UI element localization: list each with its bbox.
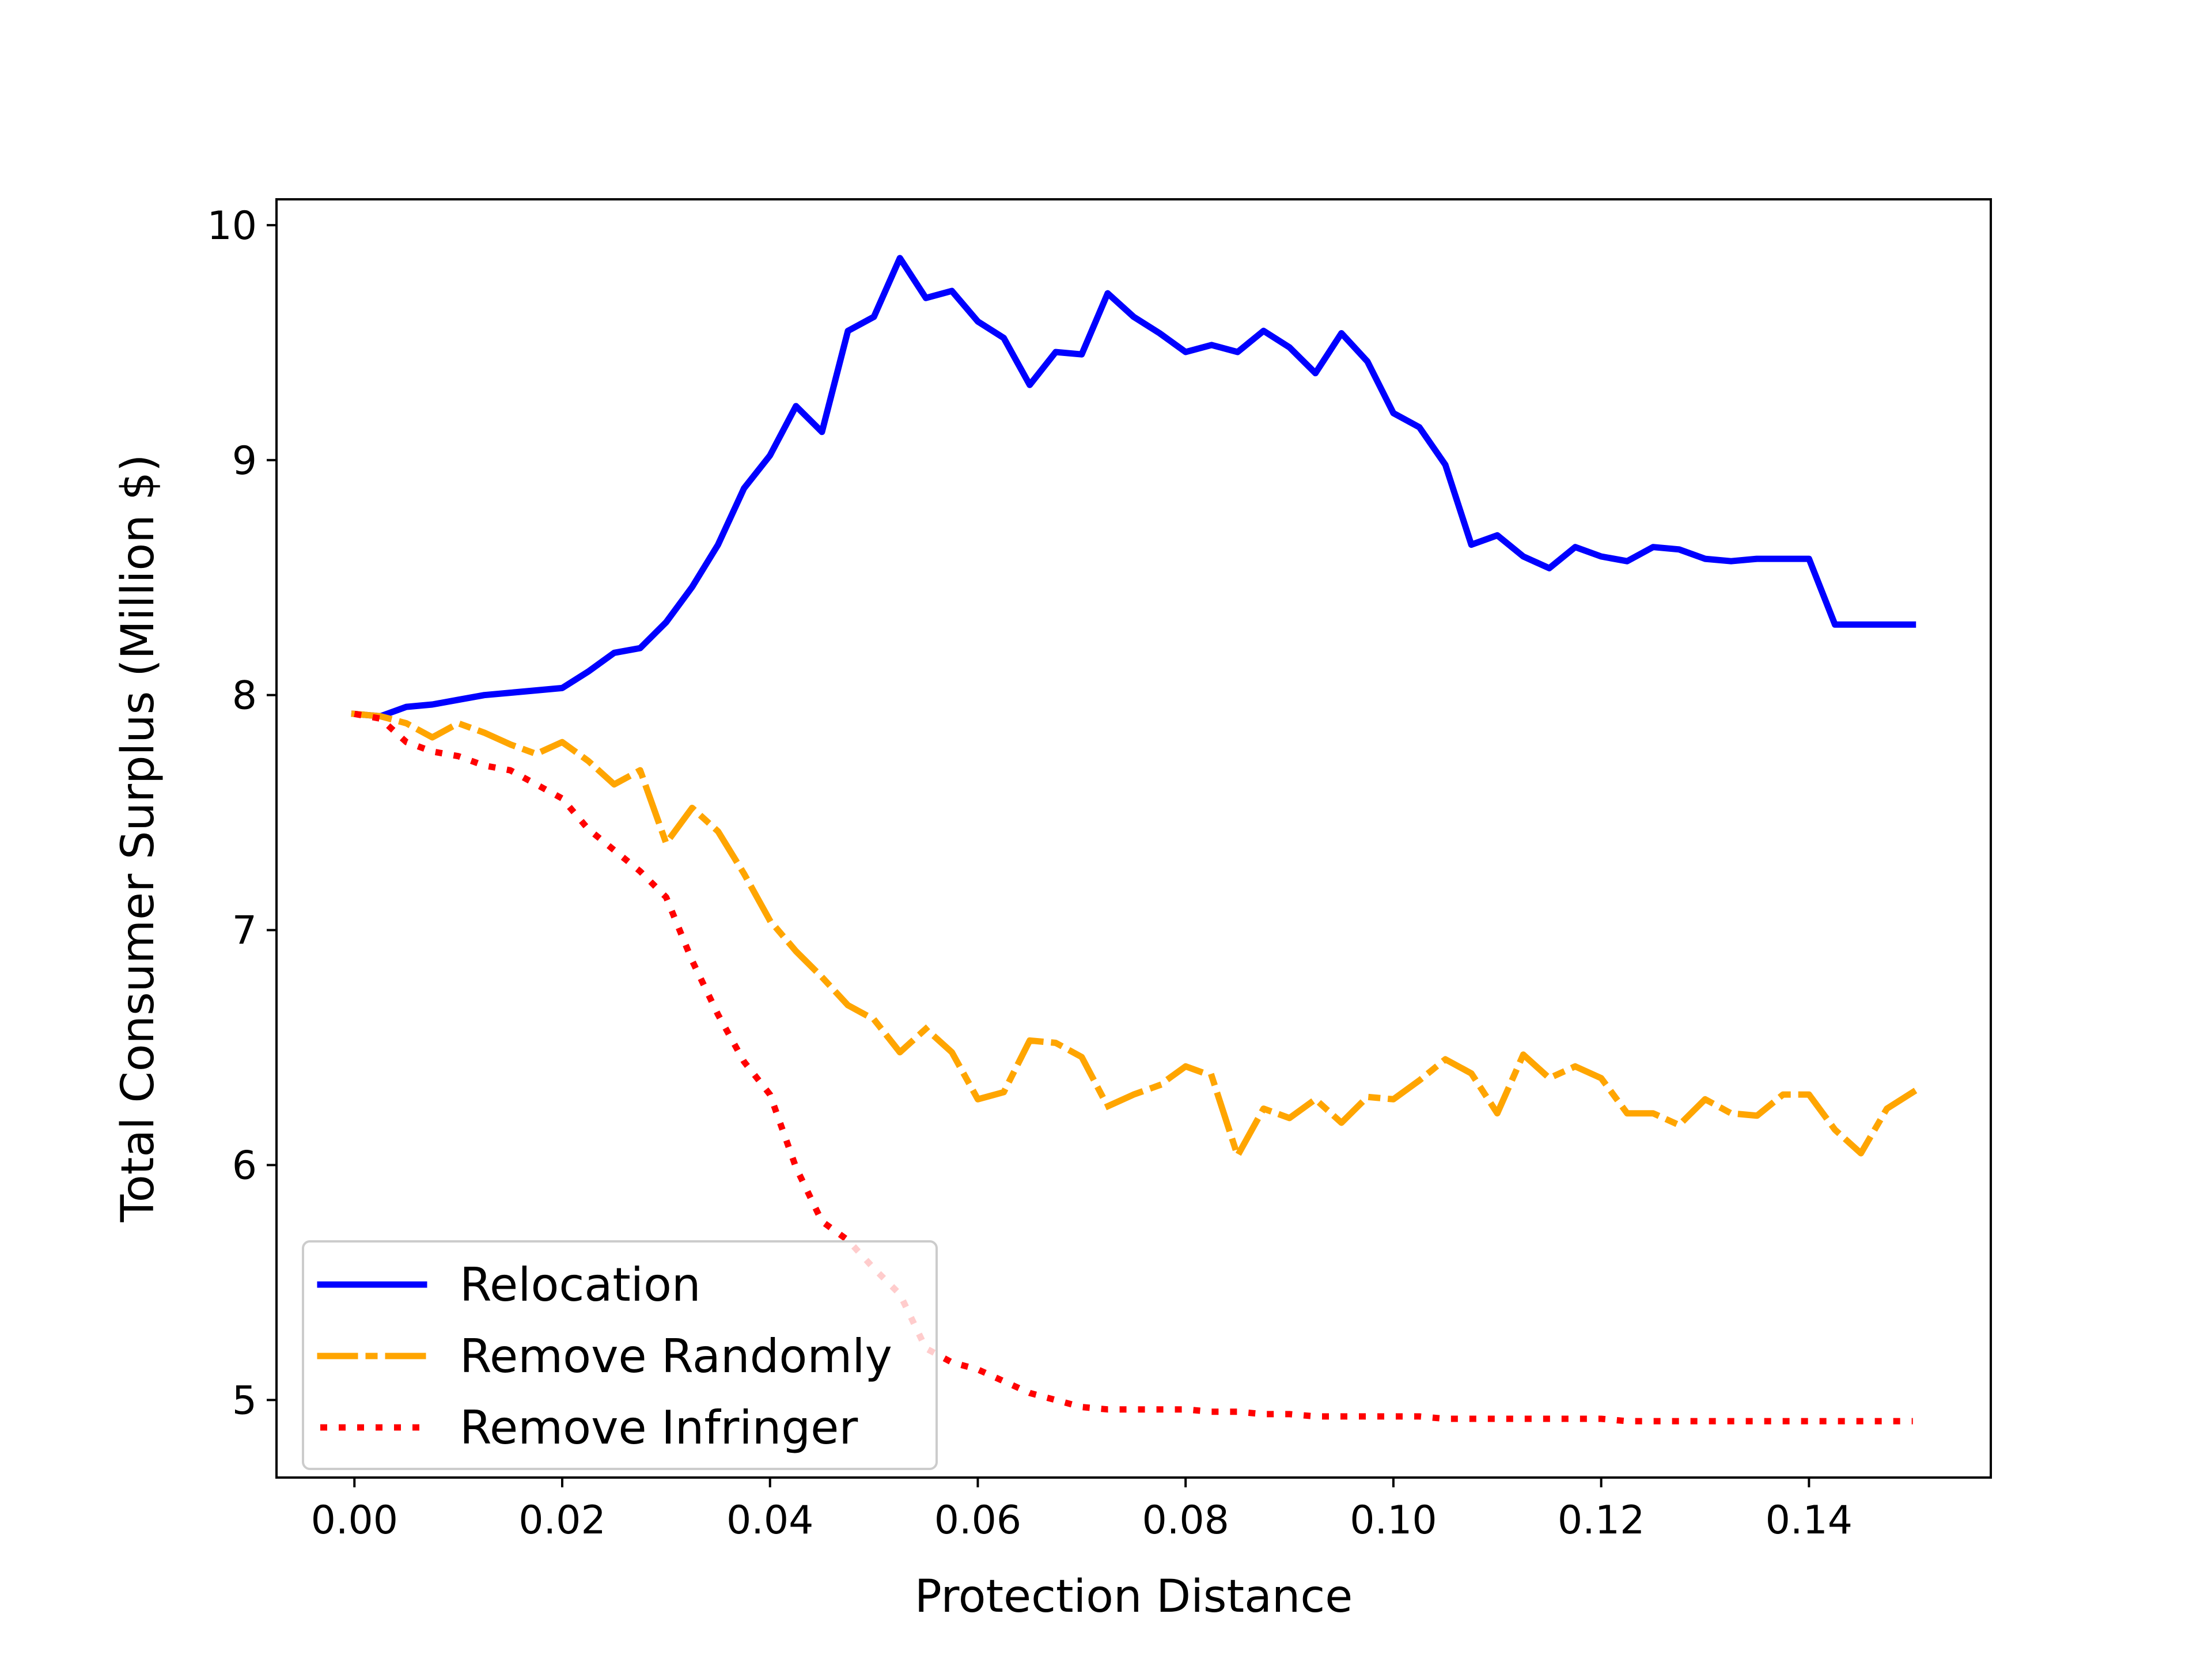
x-tick-label: 0.00 [311,1498,398,1543]
legend: Relocation Remove Randomly Remove Infringe… [302,1240,938,1470]
y-tick-label: 8 [232,673,257,719]
x-tick-label: 0.04 [726,1498,813,1543]
legend-box [302,1240,938,1470]
x-tick-label: 0.02 [518,1498,605,1543]
legend-label-2: Remove Infringer [460,1401,858,1455]
series-line-0 [351,255,1916,719]
legend-label-0: Relocation [460,1258,701,1312]
y-axis-label: Total Consumer Surplus (Million $) [112,454,164,1223]
series-layer [351,255,1918,1425]
y-tick-label: 9 [232,438,257,484]
x-tick-label: 0.08 [1142,1498,1229,1543]
x-axis-label: Protection Distance [915,1571,1353,1623]
x-tick-label: 0.12 [1558,1498,1645,1543]
y-tick-label: 7 [232,908,257,954]
y-tick-label: 10 [207,203,257,249]
y-tick-label: 6 [232,1143,257,1188]
x-tick-label: 0.10 [1350,1498,1437,1543]
x-tick-label: 0.06 [934,1498,1021,1543]
y-tick-label: 5 [232,1378,257,1423]
plot-frame [275,198,1992,1479]
legend-label-1: Remove Randomly [460,1330,892,1383]
x-tick-label: 0.14 [1766,1498,1853,1543]
series-line-1 [351,710,1918,1159]
ticks-layer: 0.00 0.02 0.04 0.06 0.08 0.10 0.12 0.14 5 6 7 8 9 10 [207,203,1853,1543]
